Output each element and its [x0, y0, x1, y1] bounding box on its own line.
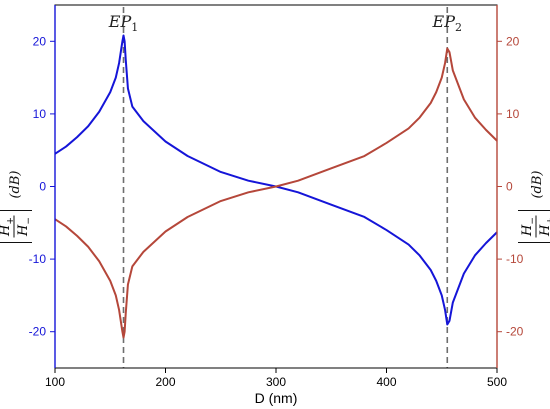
y-right-tick-label: 20 [506, 34, 520, 48]
y-right-axis: -20 -10 0 10 20 [496, 5, 524, 368]
series-line-2 [54, 47, 498, 339]
x-tick-label: 200 [155, 375, 175, 389]
x-axis: 100 200 300 400 500 [45, 368, 507, 389]
y-right-tick-label: 0 [506, 180, 513, 194]
y-left-tick-label: 20 [33, 34, 47, 48]
annotation-text: EP [108, 12, 132, 31]
x-tick-label: 100 [45, 375, 65, 389]
denominator-symbol: H [16, 224, 31, 237]
y-title-numerator: H+ [0, 217, 16, 237]
y-left-tick-label: 10 [33, 107, 47, 121]
x-tick-label: 500 [487, 375, 507, 389]
annotation-subscript: 2 [455, 21, 462, 34]
numerator-symbol: H [0, 224, 13, 237]
annotation-subscript: 1 [131, 21, 138, 34]
annotation-ep2: EP2 [432, 12, 462, 34]
y-right-axis-title: H−H+(dB) [518, 170, 550, 243]
y-right-tick-label: 10 [506, 107, 520, 121]
reference-lines [122, 7, 449, 368]
numerator-subscript: + [6, 217, 16, 225]
x-tick-label: 400 [376, 375, 396, 389]
y-right-tick-label: -10 [506, 252, 524, 266]
y-left-tick-label: 0 [39, 180, 46, 194]
numerator-subscript: − [528, 217, 538, 225]
x-tick-label: 300 [266, 375, 286, 389]
y-title-numerator: H− [520, 217, 538, 237]
y-title-unit: (dB) [8, 170, 23, 198]
y-title-denominator: H+ [538, 217, 550, 237]
y-left-axis: -20 -10 0 10 20 [29, 5, 56, 368]
annotations: EP1 EP2 [108, 12, 462, 34]
y-title-unit: (dB) [530, 170, 545, 198]
x-axis-title: D (nm) [255, 390, 298, 406]
denominator-subscript: − [24, 217, 34, 225]
y-left-tick-label: -20 [29, 325, 47, 339]
numerator-symbol: H [520, 224, 535, 237]
denominator-subscript: + [546, 217, 550, 225]
series-layer [54, 34, 498, 339]
series-line-1 [54, 34, 498, 326]
y-left-axis-title: H+H−(dB) [0, 170, 34, 243]
y-right-tick-label: -20 [506, 325, 524, 339]
y-left-tick-label: -10 [29, 252, 47, 266]
annotation-ep1: EP1 [108, 12, 138, 34]
y-title-denominator: H− [16, 217, 34, 237]
denominator-symbol: H [538, 224, 550, 237]
annotation-text: EP [432, 12, 456, 31]
